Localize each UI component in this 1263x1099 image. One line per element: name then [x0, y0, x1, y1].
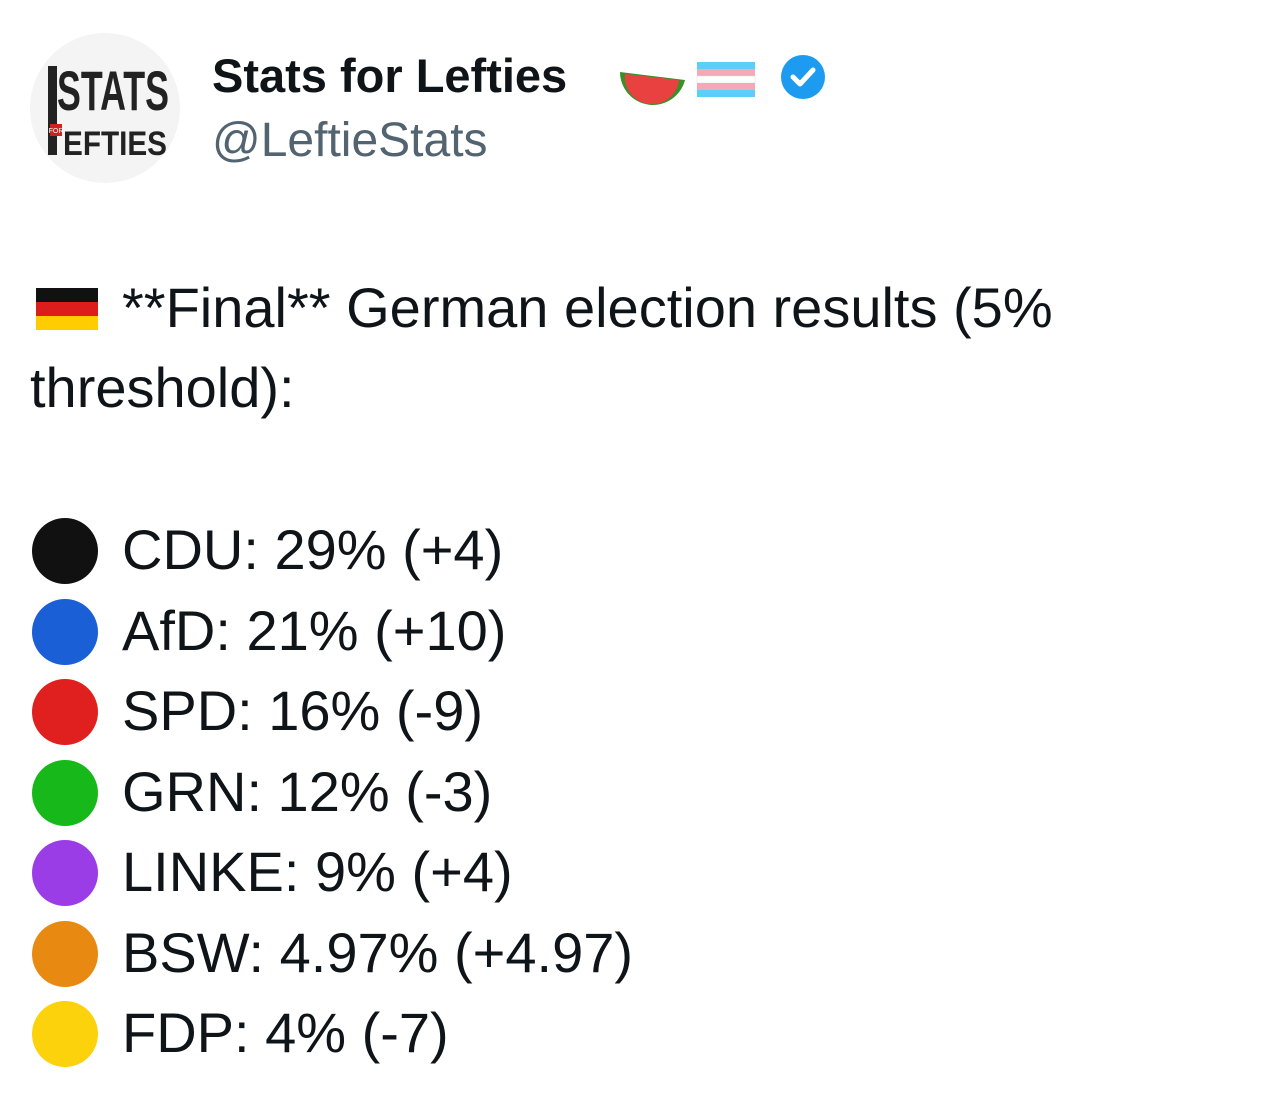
party-dot	[32, 920, 98, 987]
dot	[32, 518, 98, 584]
result-text: CDU: 29% (+4)	[122, 518, 504, 581]
watermelon-flesh	[624, 74, 679, 105]
logo: STATS FOR EFTIES	[48, 62, 169, 162]
logo-small: FOR	[49, 128, 64, 135]
name-emojis	[620, 55, 825, 105]
dot	[32, 759, 98, 826]
dot	[32, 1001, 98, 1067]
dot	[32, 920, 98, 987]
party-dot	[32, 759, 98, 826]
author-name[interactable]: Stats for Lefties	[212, 49, 568, 102]
dot	[32, 679, 98, 745]
logo-bar	[48, 66, 57, 155]
party-dot	[32, 1001, 98, 1067]
party-dot	[32, 679, 98, 745]
result-text: AfD: 21% (+10)	[122, 598, 507, 662]
result-text: FDP: 4% (-7)	[122, 1001, 449, 1064]
verified-badge	[781, 55, 825, 99]
result-text: SPD: 16% (-9)	[122, 679, 483, 742]
party-dot	[32, 840, 98, 906]
dot	[32, 598, 98, 665]
trans-flag	[696, 62, 756, 97]
result-text: GRN: 12% (-3)	[122, 759, 493, 823]
logo-box	[50, 124, 62, 136]
logo-bottom: EFTIES	[63, 125, 167, 162]
result-text: BSW: 4.97% (+4.97)	[122, 920, 633, 984]
party-dot	[32, 518, 98, 584]
german-flag	[36, 288, 98, 330]
logo-top: STATS	[57, 62, 169, 122]
party-dot	[32, 598, 98, 665]
author-handle[interactable]: @LeftieStats	[212, 114, 488, 167]
post-text: **Final** German election results (5% th…	[30, 276, 1053, 419]
result-text: LINKE: 9% (+4)	[122, 840, 513, 903]
dot	[32, 840, 98, 906]
